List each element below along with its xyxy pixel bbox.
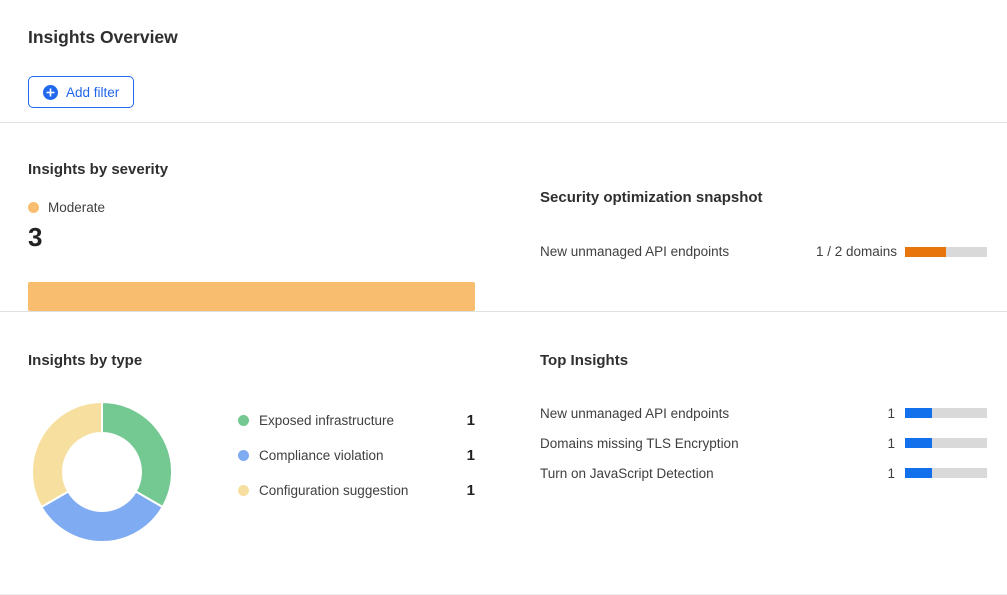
snapshot-row-label: New unmanaged API endpoints	[540, 244, 730, 259]
plus-circle-icon	[43, 84, 58, 100]
top-insight-label: Turn on JavaScript Detection	[540, 465, 714, 481]
insights-type-donut-chart	[30, 400, 174, 549]
severity-card-title: Insights by severity	[28, 161, 169, 178]
top-insights-card: Top Insights New unmanaged API endpoints…	[540, 312, 987, 549]
top-insight-value: 1	[887, 405, 895, 421]
row-type-topinsights: Insights by type Exposed infrastructure …	[0, 312, 1007, 549]
type-legend-label: Exposed infrastructure	[259, 413, 395, 428]
top-insight-row: New unmanaged API endpoints 1	[540, 405, 987, 421]
top-insight-bar-track	[905, 408, 987, 418]
donut-segment-1	[40, 490, 164, 543]
type-legend-item: Exposed infrastructure 1	[238, 412, 475, 429]
top-insight-bar-fill	[905, 408, 933, 418]
type-card-body: Exposed infrastructure 1 Compliance viol…	[28, 400, 475, 549]
top-insight-row: Domains missing TLS Encryption 1	[540, 435, 987, 451]
top-insight-bar-fill	[905, 468, 933, 478]
type-legend-dot	[238, 415, 249, 426]
insights-by-severity-card: Insights by severity Moderate 3	[28, 123, 475, 311]
snapshot-progress-label: 1 / 2 domains	[815, 244, 897, 259]
type-legend-dot	[238, 485, 249, 496]
type-legend-value: 1	[466, 482, 475, 499]
insights-by-type-card: Insights by type Exposed infrastructure …	[28, 312, 475, 549]
severity-legend-label: Moderate	[48, 200, 106, 215]
type-legend-label: Configuration suggestion	[259, 483, 409, 498]
type-legend-item: Compliance violation 1	[238, 447, 475, 464]
severity-legend-item: Moderate	[28, 200, 475, 215]
page-title: Insights Overview	[28, 27, 178, 47]
type-legend: Exposed infrastructure 1 Compliance viol…	[238, 412, 475, 517]
add-filter-button[interactable]: Add filter	[28, 76, 135, 108]
add-filter-label: Add filter	[66, 84, 120, 100]
top-insight-bar-track	[905, 438, 987, 448]
severity-bar-fill	[28, 282, 475, 311]
donut-segment-2	[31, 400, 103, 509]
top-insight-row: Turn on JavaScript Detection 1	[540, 465, 987, 481]
row-severity-snapshot: Insights by severity Moderate 3 Security…	[0, 123, 1007, 311]
type-legend-item: Configuration suggestion 1	[238, 482, 475, 499]
type-legend-label: Compliance violation	[259, 448, 384, 463]
donut-segment-0	[101, 400, 173, 509]
severity-bar	[28, 282, 475, 311]
type-legend-dot	[238, 450, 249, 461]
snapshot-card-title: Security optimization snapshot	[540, 189, 763, 206]
top-insight-value: 1	[887, 435, 895, 451]
page-header: Insights Overview Add filter	[0, 0, 1007, 108]
top-insights-title: Top Insights	[540, 352, 629, 369]
top-insights-list: New unmanaged API endpoints 1 Domains mi…	[540, 405, 987, 481]
security-snapshot-card: Security optimization snapshot New unman…	[540, 123, 987, 311]
severity-count: 3	[28, 222, 43, 252]
top-insight-value: 1	[887, 465, 895, 481]
insights-type-donut	[31, 400, 173, 543]
snapshot-row: New unmanaged API endpoints 1 / 2 domain…	[540, 244, 987, 259]
snapshot-progress-track	[905, 246, 987, 257]
snapshot-progress-fill	[905, 246, 946, 257]
top-insight-bar-fill	[905, 438, 933, 448]
section-divider	[0, 122, 1007, 123]
type-card-title: Insights by type	[28, 352, 143, 369]
top-insight-bar-track	[905, 468, 987, 478]
type-legend-value: 1	[466, 447, 475, 464]
top-insight-label: Domains missing TLS Encryption	[540, 435, 739, 451]
severity-moderate-dot	[28, 202, 39, 213]
section-divider	[0, 311, 1007, 312]
type-legend-value: 1	[466, 412, 475, 429]
top-insight-label: New unmanaged API endpoints	[540, 405, 730, 421]
